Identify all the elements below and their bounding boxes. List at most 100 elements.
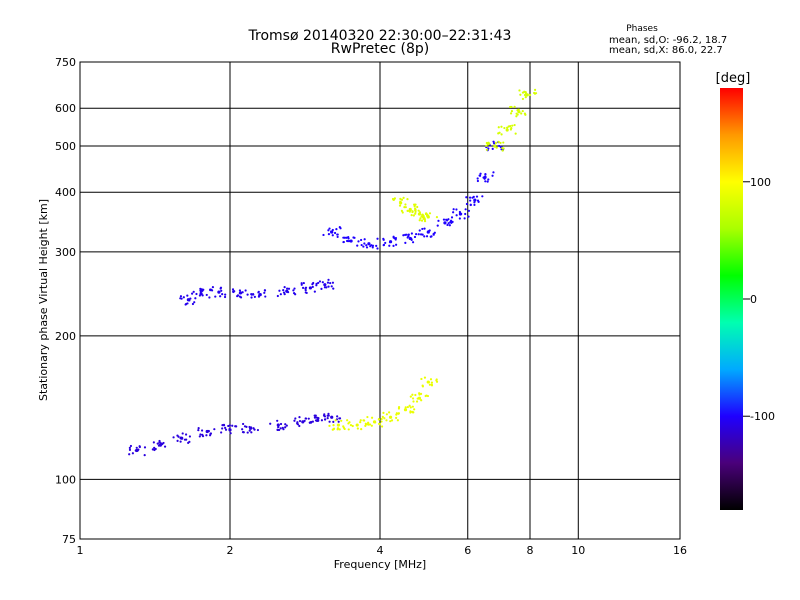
data-point [188, 435, 192, 438]
data-point [296, 423, 300, 426]
data-point [423, 376, 427, 379]
data-point [176, 439, 179, 442]
data-point [232, 290, 235, 294]
data-point [222, 423, 226, 426]
data-point [392, 244, 395, 248]
plot-frame [79, 61, 681, 540]
data-point [501, 146, 504, 150]
data-point [279, 422, 283, 426]
data-point [135, 446, 138, 449]
data-point [359, 421, 362, 424]
data-point [423, 217, 426, 220]
data-point [138, 445, 141, 449]
data-point [219, 287, 222, 290]
data-point [455, 214, 458, 217]
data-point [514, 132, 517, 135]
data-point [505, 128, 509, 132]
data-point [238, 291, 241, 295]
data-point [326, 416, 329, 420]
data-point [323, 418, 327, 421]
data-point [411, 397, 415, 400]
data-point [349, 239, 353, 243]
data-point [323, 413, 326, 416]
data-point [231, 288, 235, 291]
data-point [293, 419, 296, 422]
data-point [455, 208, 458, 211]
data-point [476, 179, 479, 183]
data-point [401, 211, 404, 214]
data-point [252, 427, 255, 430]
data-point [357, 240, 360, 243]
data-point [402, 196, 405, 199]
data-point [242, 431, 245, 434]
data-point [207, 430, 210, 433]
data-point [311, 420, 314, 423]
data-point [279, 293, 282, 296]
data-point [399, 197, 402, 200]
data-point [282, 289, 285, 292]
data-point [209, 432, 213, 435]
data-point [151, 448, 154, 451]
data-point [219, 295, 222, 298]
data-point [327, 233, 331, 236]
data-point [231, 424, 234, 427]
data-point [201, 433, 204, 436]
data-point [520, 112, 523, 115]
data-point [421, 227, 424, 231]
data-point [460, 212, 463, 216]
data-point [380, 425, 384, 428]
data-point [208, 434, 212, 437]
data-point [179, 436, 182, 439]
y-tick-label: 600 [55, 102, 76, 115]
data-point [406, 198, 409, 201]
data-point [185, 438, 188, 441]
data-point [184, 433, 188, 436]
data-point [134, 449, 137, 452]
data-point [447, 222, 450, 225]
data-point [473, 201, 476, 204]
data-point [469, 203, 472, 207]
data-point [400, 209, 403, 212]
data-point [500, 133, 503, 136]
data-point [234, 425, 237, 428]
data-point [317, 417, 320, 420]
data-point [418, 219, 421, 222]
data-point [292, 289, 295, 292]
data-point [366, 423, 369, 426]
data-point [332, 424, 335, 427]
data-point [172, 436, 175, 439]
data-point [376, 247, 379, 250]
data-point [194, 297, 197, 300]
data-point [158, 439, 161, 443]
data-point [363, 238, 366, 241]
data-point [336, 235, 339, 239]
data-point [528, 93, 532, 97]
data-point [423, 235, 426, 238]
data-point [336, 428, 339, 431]
data-point [362, 419, 365, 422]
data-point [311, 285, 314, 288]
data-point [209, 288, 213, 291]
data-point [276, 428, 279, 432]
data-point [382, 238, 385, 241]
data-point [331, 228, 334, 232]
data-point [426, 381, 429, 384]
data-point [217, 291, 220, 294]
data-point [533, 91, 536, 95]
data-point [321, 281, 324, 284]
data-point [406, 209, 409, 212]
data-point [376, 237, 379, 240]
data-point [189, 297, 192, 300]
data-point [236, 294, 240, 297]
data-point [328, 424, 331, 427]
data-point [450, 216, 454, 219]
data-point [465, 202, 469, 206]
data-point [352, 236, 355, 239]
data-point [250, 296, 253, 299]
data-point [521, 109, 524, 113]
data-point [446, 223, 449, 227]
data-point [428, 212, 432, 215]
data-point [382, 243, 386, 246]
data-point [521, 97, 525, 101]
data-point [524, 96, 527, 99]
